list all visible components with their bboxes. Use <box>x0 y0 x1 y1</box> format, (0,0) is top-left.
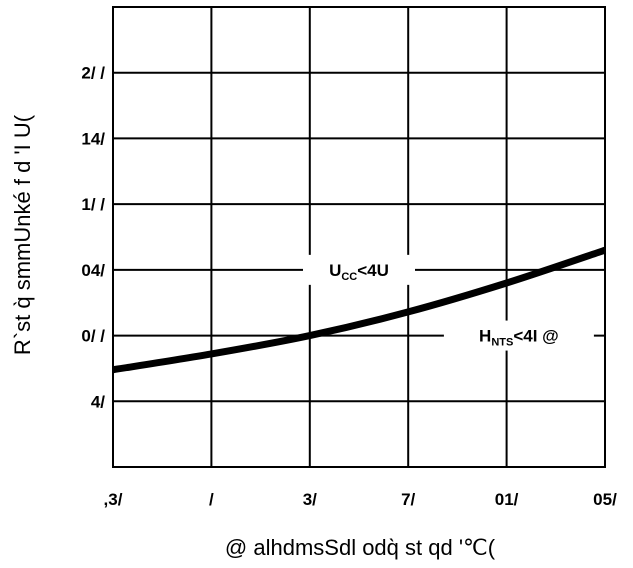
series-layer <box>112 246 607 374</box>
y-tick-label: 04/ <box>81 261 105 280</box>
y-tick-label: 0/ / <box>81 327 105 346</box>
x-axis-title: @ alhdmsSdl odq̀ st qd '℃( <box>225 535 496 560</box>
y-tick-label: 14/ <box>81 129 105 148</box>
annotation-background <box>443 320 594 351</box>
y-tick-label: 4/ <box>91 392 105 411</box>
annotation-label: UCC<4U <box>329 261 389 283</box>
plot-frame <box>112 6 606 468</box>
x-tick-label: ,3/ <box>104 490 123 509</box>
x-tick-label: 3/ <box>303 490 317 509</box>
y-tick-label: 1/ / <box>81 195 105 214</box>
y-axis-title: R`st q̀ smmUnké f d 'I U( <box>10 114 35 355</box>
x-tick-label: 05/ <box>593 490 617 509</box>
x-tick-label: 7/ <box>401 490 415 509</box>
grid <box>112 6 606 468</box>
tick-labels: ,3/ / 3/7/01/05/4/0/ / 04/1/ / 14/2/ / <box>81 64 617 509</box>
y-tick-label: 2/ / <box>81 64 105 83</box>
x-tick-label: 01/ <box>495 490 519 509</box>
series-line <box>112 246 607 374</box>
x-tick-label: / <box>209 490 214 509</box>
annotation-label: HNTS<4I @ <box>479 327 559 349</box>
annotation-background <box>303 254 415 285</box>
annotation-layer: UCC<4U HNTS<4I @ <box>303 254 594 351</box>
